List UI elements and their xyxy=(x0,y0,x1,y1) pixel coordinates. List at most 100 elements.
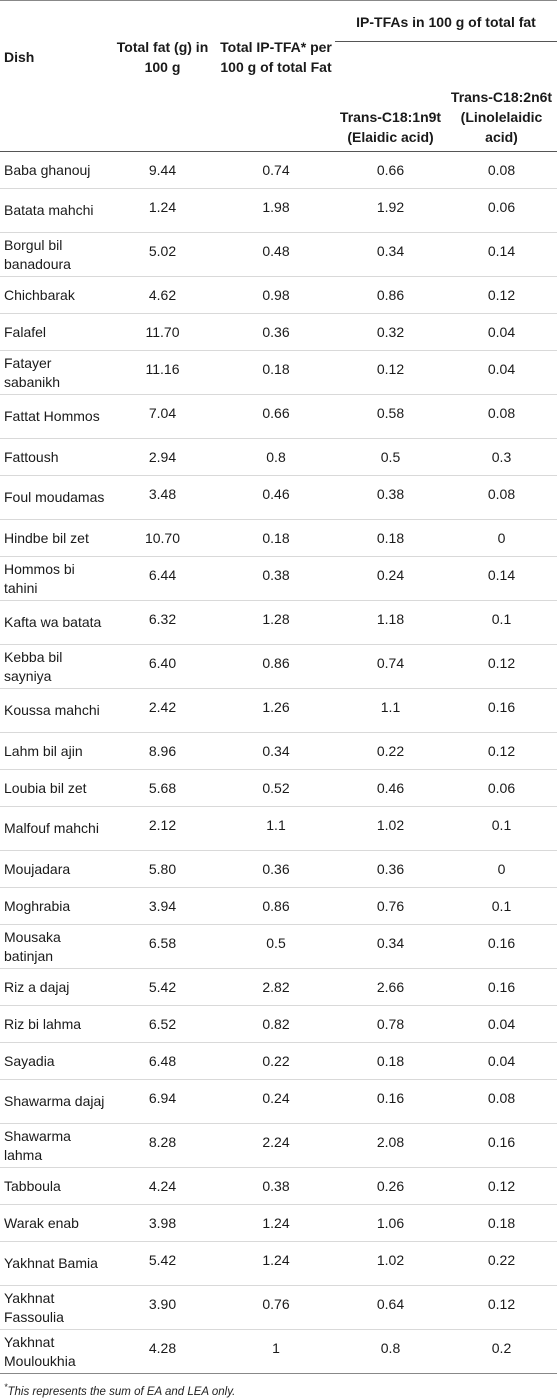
value-cell: 0.8 xyxy=(217,438,335,476)
value-cell: 2.08 xyxy=(335,1123,446,1168)
footnote: *This represents the sum of EA and LEA o… xyxy=(0,1382,557,1398)
value-cell: 0.38 xyxy=(335,475,446,520)
table-row: Riz bi lahma 6.52 0.82 0.78 0.04 xyxy=(0,1005,557,1043)
table-row: Falafel 11.70 0.36 0.32 0.04 xyxy=(0,313,557,351)
dish-cell: Shawarma lahma xyxy=(0,1123,108,1168)
dish-cell: Koussa mahchi xyxy=(0,688,108,733)
table-row: Chichbarak 4.62 0.98 0.86 0.12 xyxy=(0,276,557,314)
value-cell: 0.86 xyxy=(335,276,446,314)
column-header-linolelaidic-acid: Trans-C18:2n6t (Linolelaidic acid) xyxy=(450,89,553,145)
value-cell: 0.36 xyxy=(335,850,446,888)
dish-cell: Sayadia xyxy=(0,1042,108,1080)
value-cell: 0.66 xyxy=(217,394,335,439)
table-row: Shawarma dajaj 6.94 0.24 0.16 0.08 xyxy=(0,1079,557,1124)
value-cell: 2.94 xyxy=(108,438,217,476)
dish-cell: Warak enab xyxy=(0,1204,108,1242)
table-row: Sayadia 6.48 0.22 0.18 0.04 xyxy=(0,1042,557,1080)
value-cell: 2.66 xyxy=(335,968,446,1006)
table-row: Moujadara 5.80 0.36 0.36 0 xyxy=(0,850,557,888)
value-cell: 0.36 xyxy=(217,850,335,888)
value-cell: 0.22 xyxy=(217,1042,335,1080)
table-row: Koussa mahchi 2.42 1.26 1.1 0.16 xyxy=(0,688,557,733)
value-cell: 10.70 xyxy=(108,519,217,557)
value-cell: 0.78 xyxy=(335,1005,446,1043)
value-cell: 0.8 xyxy=(335,1329,446,1374)
value-cell: 0.14 xyxy=(446,556,557,601)
value-cell: 0.04 xyxy=(446,313,557,351)
value-cell: 0.5 xyxy=(217,924,335,969)
value-cell: 0.18 xyxy=(217,519,335,557)
value-cell: 0.32 xyxy=(335,313,446,351)
table-body: Baba ghanouj 9.44 0.74 0.66 0.08 Batata mahch… xyxy=(0,151,557,1374)
value-cell: 0 xyxy=(446,850,557,888)
value-cell: 1.02 xyxy=(335,806,446,851)
value-cell: 0.04 xyxy=(446,350,557,395)
value-cell: 0.24 xyxy=(217,1079,335,1124)
footnote-text: This represents the sum of EA and LEA on… xyxy=(7,1385,236,1398)
value-cell: 0.2 xyxy=(446,1329,557,1374)
dish-cell: Yakhnat Mouloukhia xyxy=(0,1329,108,1374)
column-header-total-fat: Total fat (g) in 100 g xyxy=(116,39,209,75)
value-cell: 1.1 xyxy=(217,806,335,851)
dish-cell: Tabboula xyxy=(0,1167,108,1205)
table-row: Yakhnat Bamia 5.42 1.24 1.02 0.22 xyxy=(0,1241,557,1286)
group-header-ip-tfas: IP-TFAs in 100 g of total fat xyxy=(335,0,557,42)
dish-cell: Falafel xyxy=(0,313,108,351)
value-cell: 4.62 xyxy=(108,276,217,314)
value-cell: 0.12 xyxy=(446,276,557,314)
value-cell: 0.08 xyxy=(446,151,557,189)
value-cell: 0.82 xyxy=(217,1005,335,1043)
dish-cell: Fattat Hommos xyxy=(0,394,108,439)
value-cell: 0.58 xyxy=(335,394,446,439)
dish-cell: Moghrabia xyxy=(0,887,108,925)
table-row: Shawarma lahma 8.28 2.24 2.08 0.16 xyxy=(0,1123,557,1168)
value-cell: 0.74 xyxy=(335,644,446,689)
value-cell: 0.86 xyxy=(217,644,335,689)
value-cell: 0.04 xyxy=(446,1042,557,1080)
value-cell: 1.24 xyxy=(108,188,217,233)
value-cell: 1.1 xyxy=(335,688,446,733)
value-cell: 0.3 xyxy=(446,438,557,476)
table-row: Foul moudamas 3.48 0.46 0.38 0.08 xyxy=(0,475,557,520)
value-cell: 4.28 xyxy=(108,1329,217,1374)
table-row: Fatayer sabanikh 11.16 0.18 0.12 0.04 xyxy=(0,350,557,395)
table-row: Fattat Hommos 7.04 0.66 0.58 0.08 xyxy=(0,394,557,439)
value-cell: 1 xyxy=(217,1329,335,1374)
value-cell: 0.12 xyxy=(446,1167,557,1205)
table-row: Yakhnat Mouloukhia 4.28 1 0.8 0.2 xyxy=(0,1329,557,1374)
value-cell: 2.42 xyxy=(108,688,217,733)
value-cell: 0.12 xyxy=(446,732,557,770)
table-row: Hommos bi tahini 6.44 0.38 0.24 0.14 xyxy=(0,556,557,601)
column-header-dish: Dish xyxy=(4,49,35,65)
column-header-elaidic-acid: Trans-C18:1n9t (Elaidic acid) xyxy=(339,109,442,145)
value-cell: 0.22 xyxy=(335,732,446,770)
dish-cell: Yakhnat Fassoulia xyxy=(0,1285,108,1330)
value-cell: 0.86 xyxy=(217,887,335,925)
value-cell: 5.02 xyxy=(108,232,217,277)
value-cell: 0.06 xyxy=(446,769,557,807)
value-cell: 0.22 xyxy=(446,1241,557,1286)
value-cell: 0.34 xyxy=(335,924,446,969)
value-cell: 0.48 xyxy=(217,232,335,277)
table-row: Fattoush 2.94 0.8 0.5 0.3 xyxy=(0,438,557,476)
value-cell: 0.76 xyxy=(217,1285,335,1330)
value-cell: 3.94 xyxy=(108,887,217,925)
value-cell: 0.1 xyxy=(446,600,557,645)
value-cell: 0.36 xyxy=(217,313,335,351)
value-cell: 5.68 xyxy=(108,769,217,807)
table-row: Mousaka batinjan 6.58 0.5 0.34 0.16 xyxy=(0,924,557,969)
value-cell: 0.16 xyxy=(335,1079,446,1124)
value-cell: 0.66 xyxy=(335,151,446,189)
table-row: Lahm bil ajin 8.96 0.34 0.22 0.12 xyxy=(0,732,557,770)
value-cell: 1.26 xyxy=(217,688,335,733)
value-cell: 4.24 xyxy=(108,1167,217,1205)
value-cell: 0.18 xyxy=(335,519,446,557)
value-cell: 1.06 xyxy=(335,1204,446,1242)
dish-cell: Riz a dajaj xyxy=(0,968,108,1006)
value-cell: 6.32 xyxy=(108,600,217,645)
value-cell: 6.40 xyxy=(108,644,217,689)
value-cell: 6.58 xyxy=(108,924,217,969)
value-cell: 0.46 xyxy=(335,769,446,807)
value-cell: 9.44 xyxy=(108,151,217,189)
table-row: Yakhnat Fassoulia 3.90 0.76 0.64 0.12 xyxy=(0,1285,557,1330)
